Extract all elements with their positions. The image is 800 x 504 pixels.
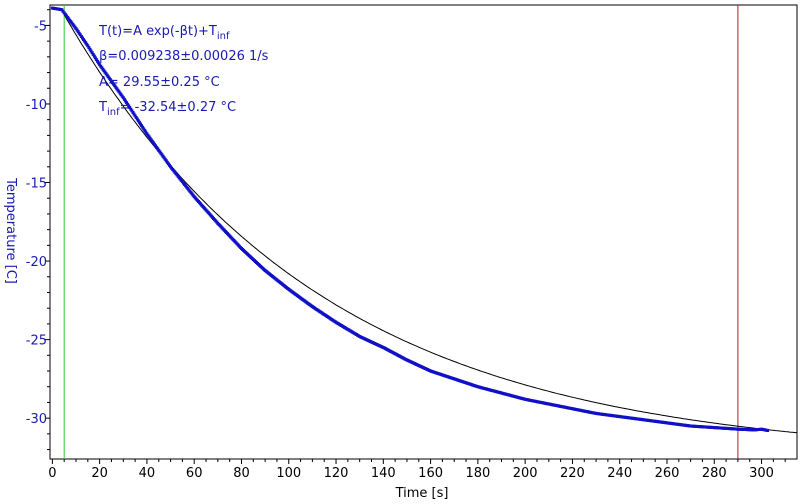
data-point-69 [126, 102, 130, 106]
fit-annotation: T(t)=A exp(-βt)+Tinf β=0.009238±0.00026 … [98, 24, 269, 118]
data-point-85 [143, 129, 147, 132]
y-axis-label: Temperature [C] [3, 177, 18, 284]
data-point-32 [86, 44, 90, 48]
data-point-41 [96, 59, 99, 63]
data-point-77 [134, 115, 138, 119]
x-tick-label-60: 60 [186, 466, 203, 481]
data-point-66 [122, 97, 126, 101]
x-tick-label-100: 100 [276, 466, 301, 481]
y-tick-label--5: -5 [34, 19, 47, 34]
x-tick-label-240: 240 [607, 466, 632, 481]
data-point-36 [90, 51, 94, 55]
data-point-84 [142, 127, 146, 131]
data-point-86 [144, 130, 148, 134]
x-tick-label-300: 300 [749, 466, 774, 481]
data-point-22 [75, 28, 79, 32]
y-axis-ticks: -5 -10 -15 -20 -25 -30 [26, 9, 50, 451]
annotation-tinf-sub: inf [107, 107, 120, 118]
annotation-amplitude: A= 29.55±0.25 °C [99, 75, 220, 90]
y-tick-label--10: -10 [26, 98, 47, 113]
fit-curve [63, 14, 798, 434]
data-point-8 [60, 8, 64, 12]
data-point-39 [93, 56, 97, 60]
annotation-formula-sub: inf [217, 31, 230, 42]
data-point-26 [79, 34, 83, 38]
data-point-76 [133, 114, 137, 118]
y-tick-label--25: -25 [26, 334, 47, 349]
data-point-83 [141, 125, 145, 129]
x-tick-label-120: 120 [324, 466, 349, 481]
data-point-68 [125, 101, 128, 105]
data-point-665 [766, 429, 770, 432]
x-tick-label-220: 220 [560, 466, 585, 481]
data-point-70 [127, 104, 131, 108]
y-tick-label--20: -20 [26, 255, 47, 270]
data-point-35 [89, 49, 93, 53]
data-point-27 [81, 36, 84, 40]
data-point-29 [83, 39, 87, 43]
data-point-37 [91, 52, 95, 56]
vertical-markers [63, 5, 739, 459]
data-point-73 [130, 109, 134, 113]
data-point-71 [128, 106, 132, 109]
annotation-formula: T(t)=A exp(-βt)+Tinf [98, 24, 230, 42]
x-tick-label-160: 160 [418, 466, 443, 481]
data-point-23 [76, 30, 80, 34]
data-point-78 [135, 117, 139, 121]
data-point-40 [94, 58, 98, 62]
y-tick-label--15: -15 [26, 177, 47, 192]
data-point-11 [63, 12, 67, 16]
data-point-81 [139, 122, 142, 126]
data-point-33 [87, 46, 91, 50]
x-axis-label: Time [s] [395, 486, 449, 501]
data-point-67 [123, 99, 127, 103]
data-point-42 [97, 61, 101, 65]
data-point-74 [131, 111, 135, 114]
annotation-tinf-main: T [98, 100, 107, 115]
data-point-34 [88, 47, 92, 51]
data-point-25 [78, 33, 82, 37]
data-point-9 [61, 9, 65, 13]
x-tick-label-20: 20 [91, 466, 108, 481]
x-tick-label-0: 0 [48, 466, 56, 481]
data-point-80 [137, 120, 141, 124]
data-points [50, 6, 770, 432]
x-tick-label-40: 40 [139, 466, 156, 481]
data-point-72 [129, 107, 133, 111]
annotation-formula-main: T(t)=A exp(-βt)+T [98, 24, 217, 39]
x-axis-ticks: 0 20 40 60 80 100 120 140 160 180 200 220 240 260 280 3… [48, 459, 786, 481]
plot-frame [49, 4, 798, 460]
fit-curve-path [63, 14, 798, 434]
x-tick-label-260: 260 [655, 466, 680, 481]
annotation-tinf-value: = -32.54±0.27 °C [120, 100, 236, 115]
x-tick-label-180: 180 [465, 466, 490, 481]
data-point-38 [92, 54, 96, 58]
annotation-tinf: Tinf= -32.54±0.27 °C [98, 100, 236, 118]
data-point-65 [121, 96, 125, 100]
x-tick-label-80: 80 [233, 466, 250, 481]
x-tick-label-140: 140 [371, 466, 396, 481]
data-point-30 [84, 41, 88, 45]
x-tick-label-200: 200 [513, 466, 538, 481]
data-point-75 [132, 112, 136, 116]
x-tick-label-280: 280 [702, 466, 727, 481]
annotation-beta: β=0.009238±0.00026 1/s [99, 49, 269, 64]
y-tick-label--30: -30 [26, 412, 47, 427]
data-point-79 [136, 119, 140, 123]
data-point-82 [140, 124, 143, 128]
